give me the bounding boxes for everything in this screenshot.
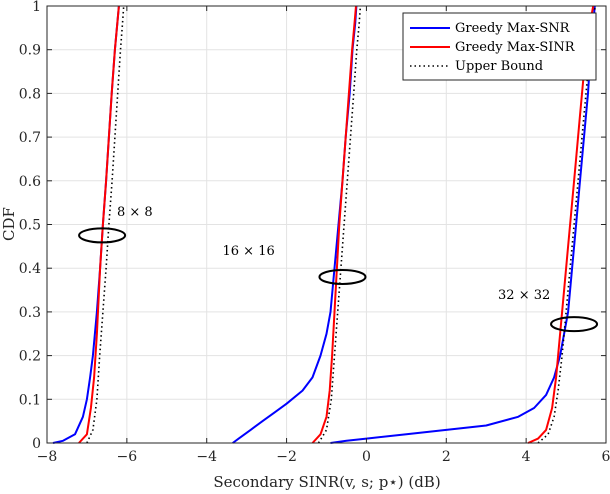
axis-ticks — [46, 5, 607, 444]
series-line-upper-bound-3 — [537, 5, 596, 444]
annotation-labels: 8 × 8 16 × 16 32 × 32 — [117, 205, 550, 303]
y-tick-label: 0.9 — [19, 43, 41, 59]
annotation-ellipses — [78, 227, 599, 333]
y-tick-label: 0.3 — [19, 305, 41, 321]
annotation-ellipse — [318, 268, 367, 285]
x-tick-label: 6 — [602, 449, 610, 465]
annotation-ellipse — [78, 227, 127, 244]
x-axis-label: Secondary SINR(v, s; p⋆) (dB) — [213, 473, 440, 491]
x-tick-label: 0 — [362, 449, 371, 465]
legend: Greedy Max-SNR Greedy Max-SINR Upper Bou… — [402, 12, 597, 81]
series-line-upper-bound-1 — [86, 5, 125, 444]
annotation-ellipse — [550, 316, 599, 333]
series-line-greedy-max-snr-3 — [330, 5, 596, 444]
y-tick-label: 0.2 — [19, 349, 41, 365]
series-line-greedy-max-sinr-1 — [78, 5, 120, 444]
y-tick-label: 0.8 — [19, 86, 41, 102]
y-tick-label: 0.7 — [19, 130, 41, 146]
x-tick-label: −4 — [196, 449, 217, 465]
x-tick-label: −8 — [37, 449, 58, 465]
legend-label-greedy-max-sinr: Greedy Max-SINR — [455, 40, 576, 55]
y-tick-label: 0.6 — [19, 174, 41, 190]
x-tick-label: −6 — [117, 449, 138, 465]
series-line-greedy-max-sinr-2 — [311, 5, 357, 444]
y-tick-label: 0.4 — [19, 261, 41, 277]
annotation-label: 16 × 16 — [223, 244, 275, 259]
y-tick-label: 0.5 — [19, 218, 41, 234]
y-tick-label: 1 — [32, 0, 41, 15]
y-tick-label: 0 — [32, 436, 41, 452]
y-tick-label: 0.1 — [19, 392, 41, 408]
annotation-label: 8 × 8 — [117, 205, 153, 220]
x-tick-label: −2 — [276, 449, 297, 465]
series-line-upper-bound-2 — [317, 5, 362, 444]
x-tick-labels: −8 −6 −4 −2 0 2 4 6 — [37, 449, 610, 465]
x-tick-label: 4 — [522, 449, 531, 465]
legend-label-greedy-max-snr: Greedy Max-SNR — [455, 21, 571, 36]
annotation-label: 32 × 32 — [498, 288, 550, 303]
y-tick-labels: 0 0.1 0.2 0.3 0.4 0.5 0.6 0.7 0.8 0.9 1 — [19, 0, 41, 452]
x-tick-label: 2 — [442, 449, 451, 465]
y-axis-label: CDF — [0, 207, 18, 241]
legend-label-upper-bound: Upper Bound — [455, 59, 543, 74]
